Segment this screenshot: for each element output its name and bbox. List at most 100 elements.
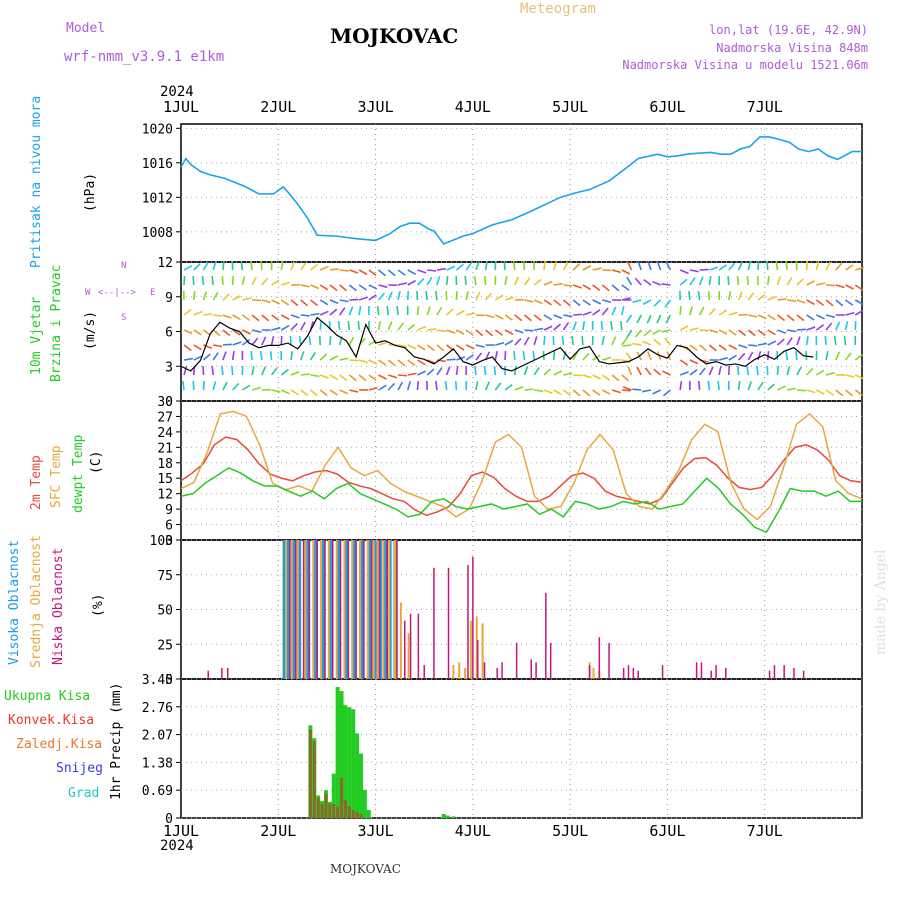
wind-arrow bbox=[787, 387, 797, 391]
wind-arrow bbox=[514, 276, 519, 286]
wind-arrow bbox=[563, 314, 573, 318]
wind-arrow bbox=[251, 366, 255, 376]
wind-arrow bbox=[435, 290, 438, 301]
wind-arrow bbox=[250, 260, 253, 271]
wind-arrow bbox=[647, 351, 652, 361]
xtick-top: 2JUL bbox=[260, 98, 296, 116]
wind-arrow bbox=[699, 344, 708, 352]
wind-arrow bbox=[854, 389, 863, 397]
precip-conv-bar bbox=[359, 813, 363, 818]
wind-arrow bbox=[445, 275, 449, 286]
wind-arrow bbox=[806, 326, 816, 331]
wind-arrow bbox=[611, 269, 621, 274]
wind-arrow bbox=[485, 314, 495, 319]
wind-arrow bbox=[794, 350, 798, 361]
wind-arrow bbox=[844, 352, 852, 361]
xtick-bottom: 2JUL bbox=[260, 822, 296, 840]
precip-total-label: Ukupna Kisa bbox=[4, 689, 91, 704]
wind-arrow bbox=[718, 329, 728, 335]
wind-arrow bbox=[464, 275, 467, 286]
wind-arrow bbox=[484, 275, 487, 286]
precip-hail-label: Grad bbox=[68, 786, 100, 801]
precip-conv-bar bbox=[336, 806, 340, 818]
wind-arrow bbox=[767, 340, 777, 346]
wind-arrow bbox=[816, 282, 826, 286]
wind-arrow bbox=[708, 366, 714, 376]
wind-arrow bbox=[416, 305, 420, 316]
wind-arrow bbox=[709, 266, 719, 271]
wind-arrow bbox=[854, 284, 864, 291]
wind-arrow bbox=[387, 269, 396, 277]
wind-arrow bbox=[397, 291, 401, 301]
wind-arrow bbox=[232, 382, 240, 391]
wind-arrow bbox=[298, 335, 302, 346]
wind-arrow bbox=[396, 305, 399, 316]
cloud-low-bar bbox=[226, 667, 229, 679]
wind-arrow bbox=[231, 350, 235, 361]
wind-arrow bbox=[699, 329, 709, 332]
temp-2m-label: 2m Temp bbox=[29, 455, 44, 510]
wind-arrow bbox=[845, 374, 855, 378]
cloud-high-bar bbox=[298, 540, 302, 679]
cloud-low-bar bbox=[221, 667, 223, 679]
wind-arrow bbox=[475, 352, 483, 361]
wind-arrow bbox=[718, 264, 727, 271]
wind-arrow bbox=[661, 329, 671, 333]
wind-arrow bbox=[387, 382, 396, 391]
cloud-low-bar bbox=[773, 665, 776, 679]
wind-arrow bbox=[494, 294, 504, 301]
cloud-low-bar bbox=[545, 592, 547, 679]
wind-arrow bbox=[602, 299, 612, 304]
wind-arrow bbox=[339, 284, 348, 292]
wind-arrow bbox=[523, 366, 529, 376]
wind-arrow bbox=[592, 309, 601, 316]
wind-arrow bbox=[426, 306, 431, 316]
wind-arrow bbox=[796, 336, 801, 346]
precip-conv-label: Konvek.Kisa bbox=[8, 713, 95, 728]
wind-arrow bbox=[689, 369, 698, 376]
wind-arrow bbox=[697, 290, 701, 301]
wind-arrow bbox=[514, 337, 522, 346]
wind-arrow bbox=[435, 380, 438, 391]
temp-line-1 bbox=[180, 410, 863, 521]
wind-arrow bbox=[664, 299, 672, 308]
wind-arrow bbox=[757, 351, 762, 361]
wind-arrow bbox=[202, 291, 208, 301]
wind-arrow bbox=[513, 365, 517, 376]
wind-arrow bbox=[484, 292, 493, 301]
wind-arrow bbox=[232, 295, 241, 301]
wind-arrow bbox=[697, 380, 701, 391]
wind-arrow bbox=[543, 280, 553, 286]
wind-arrow bbox=[572, 263, 581, 271]
wind-arrow bbox=[300, 321, 306, 331]
ytick-label-temp: 6 bbox=[165, 519, 173, 534]
precip-total-bar bbox=[331, 773, 336, 818]
pressure-line bbox=[180, 136, 862, 245]
wind-arrow bbox=[241, 314, 251, 321]
cloud-mid-bar bbox=[351, 540, 354, 679]
wind-arrow bbox=[533, 336, 538, 346]
wind-arrow bbox=[679, 371, 689, 376]
ytick-label-cloud: 100 bbox=[150, 534, 173, 549]
cloud-mid-bar bbox=[452, 665, 455, 679]
precip-conv-bar bbox=[312, 741, 316, 818]
cloud-low-bar bbox=[695, 662, 698, 679]
wind-arrow bbox=[621, 374, 630, 382]
wind-arrow bbox=[387, 321, 393, 331]
wind-arrow bbox=[553, 283, 563, 286]
wind-arrow bbox=[635, 329, 642, 338]
cloud-low-bar bbox=[627, 665, 630, 679]
precip-total-bar bbox=[441, 813, 446, 818]
wind-arrow bbox=[319, 389, 328, 397]
wind-arrow bbox=[728, 262, 736, 271]
wind-arrow bbox=[689, 327, 699, 331]
wind-arrow bbox=[728, 311, 738, 316]
cloud-mid-bar bbox=[592, 667, 595, 679]
wind-arrow bbox=[689, 359, 699, 365]
precip-total-bar bbox=[347, 707, 352, 818]
wind-arrow bbox=[416, 290, 419, 301]
precip-total-bar bbox=[445, 815, 450, 818]
wind-arrow bbox=[747, 261, 752, 271]
wind-arrow bbox=[504, 339, 514, 346]
wind-arrow bbox=[815, 299, 825, 306]
